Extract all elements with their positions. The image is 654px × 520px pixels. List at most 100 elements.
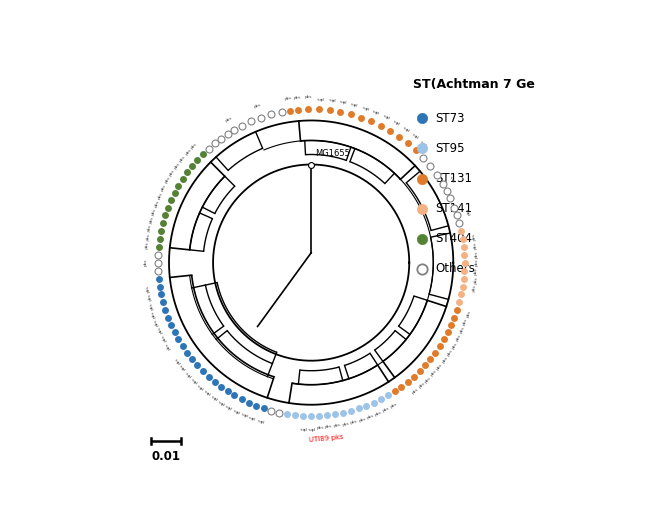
Point [366, 118, 376, 126]
Text: pks: pks [466, 309, 472, 318]
Text: pks: pks [232, 407, 240, 413]
Point [417, 145, 427, 153]
Point [459, 266, 470, 275]
Point [425, 162, 436, 170]
Point [425, 355, 436, 363]
Point [256, 113, 266, 122]
Text: pks: pks [253, 103, 262, 109]
Point [216, 383, 226, 391]
Point [187, 162, 198, 170]
Text: pks: pks [402, 123, 410, 131]
Text: pks: pks [248, 414, 256, 420]
Point [198, 367, 208, 375]
Point [277, 108, 287, 116]
Point [192, 156, 203, 164]
Text: pks: pks [145, 284, 150, 292]
Point [266, 407, 277, 415]
Text: pks: pks [316, 95, 324, 100]
Point [330, 410, 340, 418]
Text: pks: pks [420, 138, 428, 146]
Point [258, 404, 269, 412]
Text: pks: pks [224, 402, 233, 409]
Point [156, 290, 166, 298]
Point [266, 110, 277, 119]
Text: pks: pks [157, 191, 164, 200]
Point [192, 361, 203, 369]
Text: pks: pks [350, 100, 358, 106]
Point [222, 130, 233, 138]
Text: ST95: ST95 [436, 142, 465, 155]
Point [417, 114, 427, 123]
Point [457, 282, 468, 291]
Point [449, 314, 460, 322]
Text: pks: pks [160, 333, 167, 342]
Point [452, 211, 462, 219]
Point [356, 113, 366, 122]
Text: pks: pks [361, 103, 370, 109]
Text: pks: pks [441, 356, 449, 364]
Text: pks: pks [411, 387, 419, 395]
Point [292, 106, 303, 114]
Point [418, 154, 428, 162]
Text: pks: pks [451, 341, 458, 349]
Text: pks: pks [374, 410, 383, 417]
Point [409, 372, 419, 381]
Text: MG1655: MG1655 [315, 149, 350, 159]
Point [154, 242, 164, 251]
Text: pks: pks [210, 393, 218, 400]
Point [449, 203, 460, 212]
Text: pks: pks [154, 318, 160, 326]
Point [457, 235, 468, 243]
Point [198, 150, 208, 158]
Text: ST141: ST141 [436, 202, 472, 215]
Point [389, 387, 400, 395]
Point [160, 306, 171, 314]
Point [230, 391, 240, 399]
Text: pks: pks [151, 207, 157, 216]
Point [203, 145, 214, 153]
Text: pks: pks [358, 417, 366, 423]
Point [452, 306, 462, 314]
Text: pks: pks [239, 410, 248, 417]
Point [274, 408, 284, 417]
Point [432, 171, 442, 179]
Text: pks: pks [160, 183, 167, 192]
Point [385, 127, 396, 135]
Point [454, 298, 464, 306]
Point [459, 258, 470, 267]
Text: pks: pks [455, 333, 462, 342]
Text: pks: pks [299, 425, 306, 430]
Text: ST131: ST131 [436, 172, 472, 185]
Point [417, 174, 427, 183]
Point [383, 391, 393, 399]
Point [368, 398, 379, 407]
Point [417, 204, 427, 213]
Point [203, 372, 214, 381]
Text: pks: pks [164, 176, 171, 184]
Text: pks: pks [449, 173, 456, 181]
Text: pks: pks [145, 233, 150, 241]
Point [375, 122, 386, 130]
Text: pks: pks [430, 369, 438, 378]
Text: pks: pks [179, 154, 186, 163]
Text: pks: pks [173, 161, 181, 170]
Text: pks: pks [418, 382, 426, 389]
Point [402, 139, 413, 148]
Text: pks: pks [307, 426, 315, 430]
Point [222, 387, 233, 395]
Text: pks: pks [341, 422, 350, 427]
Text: pks: pks [224, 116, 233, 123]
Point [458, 275, 469, 283]
Text: pks: pks [145, 241, 149, 249]
Point [303, 105, 314, 113]
Text: pks: pks [293, 96, 301, 100]
Point [153, 266, 164, 275]
Point [177, 175, 188, 183]
Point [163, 314, 173, 322]
Text: pks: pks [472, 284, 477, 292]
Text: pks: pks [475, 259, 479, 266]
Point [182, 168, 192, 177]
Text: pks: pks [148, 301, 154, 309]
Text: pks: pks [316, 425, 324, 430]
Text: pks: pks [196, 382, 205, 389]
